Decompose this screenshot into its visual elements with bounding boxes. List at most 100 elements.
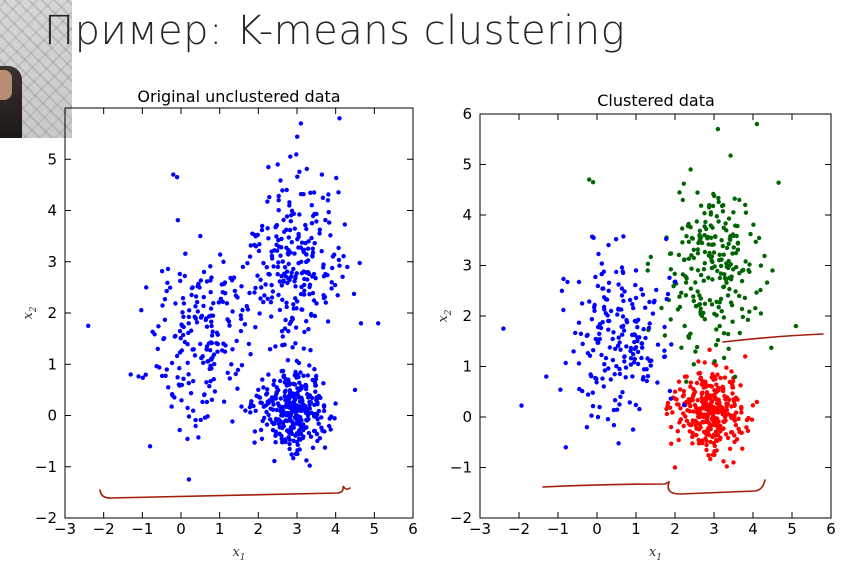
data-point [298,370,303,375]
data-point [617,340,622,345]
data-point [306,271,312,277]
data-point [248,243,253,248]
data-point [716,219,721,224]
data-point [635,349,641,355]
data-point [623,375,628,380]
data-point [677,304,683,310]
data-point [198,278,204,283]
data-point [630,302,635,307]
data-point [721,355,727,361]
data-point [707,423,713,428]
data-point [258,400,263,405]
data-point [305,246,311,251]
data-point [718,271,724,276]
data-point [307,292,312,297]
data-point [662,348,667,353]
data-point [668,396,673,401]
data-point [721,459,726,464]
data-point [190,347,195,352]
data-point [253,408,258,413]
data-point [245,261,250,266]
data-point [726,346,731,351]
data-point [313,276,318,281]
data-point [179,322,184,327]
data-point [683,293,689,298]
data-point [732,374,738,379]
data-point [312,241,317,246]
data-point [292,373,297,378]
data-point [744,425,749,430]
data-point [633,295,639,301]
data-point [307,406,312,411]
data-point [749,417,755,422]
data-point [269,295,275,300]
data-point [294,413,300,418]
data-point [284,269,290,274]
data-point [617,371,623,377]
data-point [258,277,263,282]
data-point [645,356,650,361]
data-point [711,250,717,255]
data-point [641,327,646,332]
data-point [308,190,313,195]
data-point [678,417,684,422]
data-point [208,290,213,295]
data-point [235,386,240,391]
data-point [519,403,524,408]
data-point [257,311,262,316]
data-point [269,314,274,319]
data-point [635,338,640,344]
data-point [222,280,228,285]
x-tick-label: −3 [54,520,76,538]
data-point [692,402,698,408]
data-point [196,435,201,440]
data-point [286,235,291,240]
y-tick-label: 2 [462,307,472,325]
data-point [677,190,682,195]
data-point [280,334,285,339]
data-point [715,268,720,274]
data-point [739,410,744,415]
data-point [717,300,722,305]
data-point [669,342,674,347]
data-point [287,203,292,208]
data-point [646,325,652,331]
data-point [143,372,148,377]
data-point [162,297,168,302]
data-point [212,361,217,367]
data-point [208,379,213,384]
data-point [731,397,736,402]
data-point [264,409,269,415]
y-axis-label: x2 [436,309,454,322]
data-point [616,335,621,340]
data-point [296,245,301,250]
data-point [707,298,713,303]
data-point [174,175,180,180]
data-point [711,191,716,197]
data-point [594,380,599,385]
slide-title: Пример: K-means clustering [44,8,626,54]
data-point [335,293,340,298]
data-point [695,289,700,294]
data-point [722,375,728,380]
data-point [287,403,293,408]
data-point [293,284,298,289]
data-point [721,426,726,431]
data-point [729,369,734,374]
data-point [694,432,699,438]
data-point [690,441,695,446]
data-point [274,223,280,228]
data-point [721,386,726,391]
data-point [682,323,687,329]
data-point [699,395,704,401]
data-point [275,401,281,406]
data-point [702,233,707,238]
data-point [280,440,285,445]
data-point [204,344,210,349]
data-point [619,324,624,329]
data-point [743,202,748,208]
y-tick-label: 3 [47,253,57,271]
data-point [309,395,315,401]
x-tick-label: −2 [508,520,530,538]
data-point [758,287,763,293]
